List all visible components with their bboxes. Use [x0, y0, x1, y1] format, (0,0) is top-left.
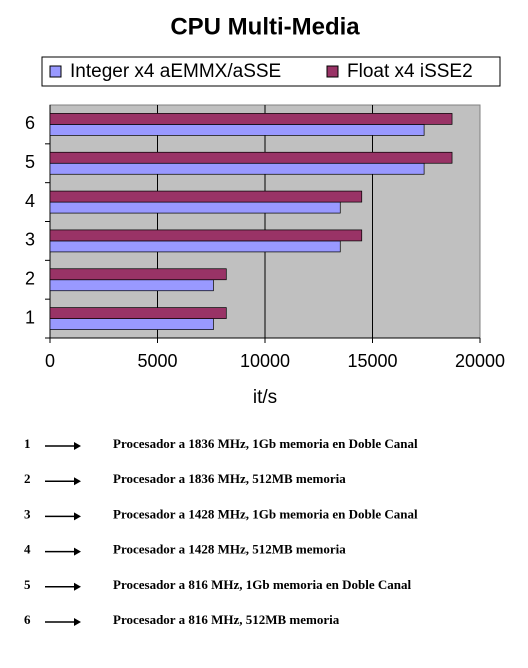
x-axis-label: it/s	[253, 387, 277, 408]
note-number: 6	[24, 612, 31, 627]
bar	[49, 124, 425, 136]
x-tick-label: 10000	[240, 351, 290, 371]
bar	[49, 318, 214, 330]
y-tick-label: 5	[25, 152, 35, 172]
note-number: 2	[24, 471, 31, 486]
note-arrowhead	[74, 477, 81, 486]
chart-title: CPU Multi-Media	[170, 13, 360, 40]
y-tick-label: 6	[25, 113, 35, 133]
y-tick-label: 2	[25, 269, 35, 289]
note-arrowhead	[74, 618, 81, 626]
note-number: 3	[24, 506, 31, 521]
bar	[49, 229, 363, 242]
bar	[49, 151, 453, 164]
y-tick-label: 3	[25, 230, 35, 250]
note-arrowhead	[74, 582, 81, 591]
y-tick-label: 4	[25, 191, 35, 211]
bar	[49, 307, 227, 319]
legend-box	[41, 56, 501, 87]
note-text: Procesador a 816 MHz, 512MB memoria	[113, 612, 340, 627]
note-arrowhead	[74, 512, 81, 521]
legend-label: Integer x4 aEMMX/aSSE	[70, 61, 281, 82]
note-arrowhead	[74, 547, 81, 556]
legend-label: Float x4 iSSE2	[347, 61, 473, 82]
bar	[49, 279, 214, 292]
bar	[49, 162, 425, 175]
x-tick-label: 20000	[455, 351, 505, 371]
bar	[49, 190, 363, 203]
note-text: Procesador a 1836 MHz, 512MB memoria	[113, 471, 346, 486]
bar	[49, 113, 453, 125]
note-text: Procesador a 1836 MHz, 1Gb memoria en Do…	[113, 436, 418, 451]
note-text: Procesador a 816 MHz, 1Gb memoria en Dob…	[113, 577, 412, 592]
note-text: Procesador a 1428 MHz, 512MB memoria	[113, 542, 346, 557]
legend-swatch	[326, 65, 339, 78]
x-tick-label: 15000	[347, 351, 397, 371]
note-number: 4	[24, 542, 31, 557]
bar	[49, 240, 341, 253]
legend-swatch	[49, 65, 62, 78]
bar	[49, 268, 227, 281]
x-tick-label: 5000	[137, 351, 177, 371]
note-text: Procesador a 1428 MHz, 1Gb memoria en Do…	[113, 506, 418, 521]
note-arrowhead	[74, 442, 81, 450]
note-number: 5	[24, 577, 31, 592]
note-number: 1	[24, 436, 31, 451]
y-tick-label: 1	[25, 307, 35, 327]
x-tick-label: 0	[45, 351, 55, 371]
bar	[49, 201, 341, 214]
